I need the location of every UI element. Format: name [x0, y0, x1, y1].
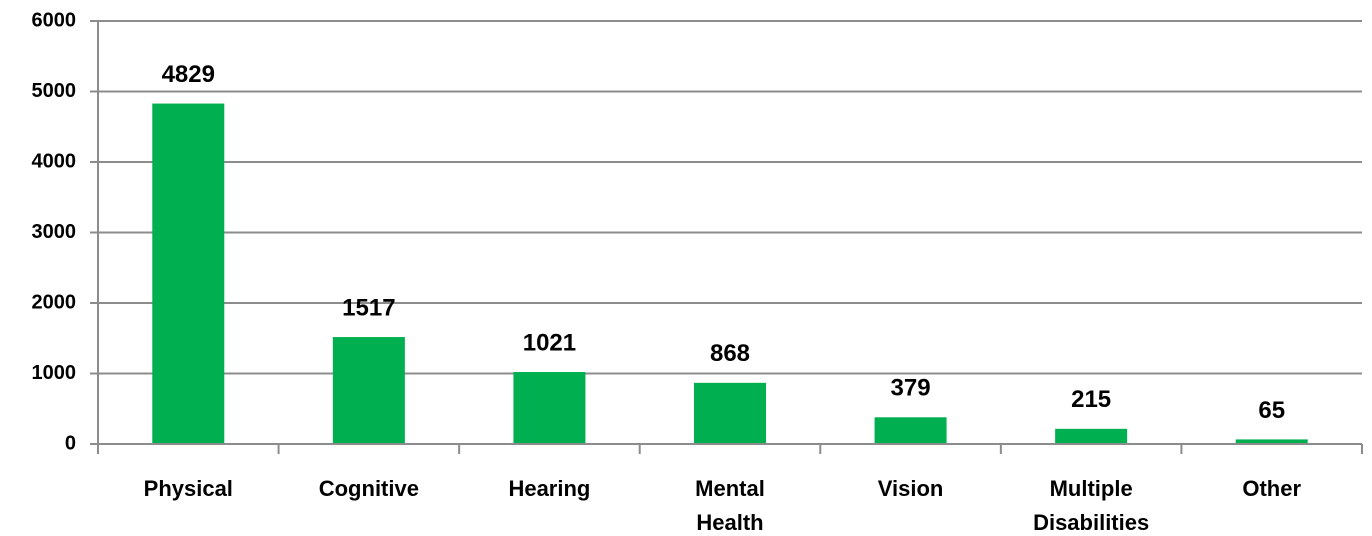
y-tick-label: 3000	[32, 221, 77, 243]
bar	[332, 337, 405, 444]
x-tick-label: Multiple Disabilities	[1033, 476, 1149, 535]
y-tick-label: 1000	[32, 362, 77, 384]
y-tick-label: 6000	[32, 9, 77, 31]
x-tick-label: Other	[1242, 476, 1301, 501]
y-tick-label: 0	[65, 432, 76, 454]
value-label: 65	[1258, 397, 1285, 424]
bar	[1055, 428, 1128, 444]
y-tick-label: 2000	[32, 291, 77, 313]
value-label: 379	[891, 375, 931, 402]
value-label: 1517	[342, 294, 395, 321]
value-label: 868	[710, 340, 750, 367]
x-tick-label: Cognitive	[319, 476, 419, 501]
x-tick-label: Vision	[878, 476, 944, 501]
bar	[874, 417, 947, 444]
y-tick-label: 4000	[32, 150, 77, 172]
value-label: 4829	[162, 61, 215, 88]
bar	[694, 382, 766, 444]
bar	[1235, 439, 1308, 444]
bar	[513, 372, 586, 444]
x-tick-label: Hearing	[508, 476, 590, 501]
value-label: 215	[1071, 386, 1111, 413]
bar	[152, 103, 225, 445]
x-tick-label: Mental Health	[695, 476, 765, 535]
x-tick-label: Physical	[144, 476, 233, 501]
y-tick-label: 5000	[32, 80, 77, 102]
value-label: 1021	[523, 329, 576, 356]
